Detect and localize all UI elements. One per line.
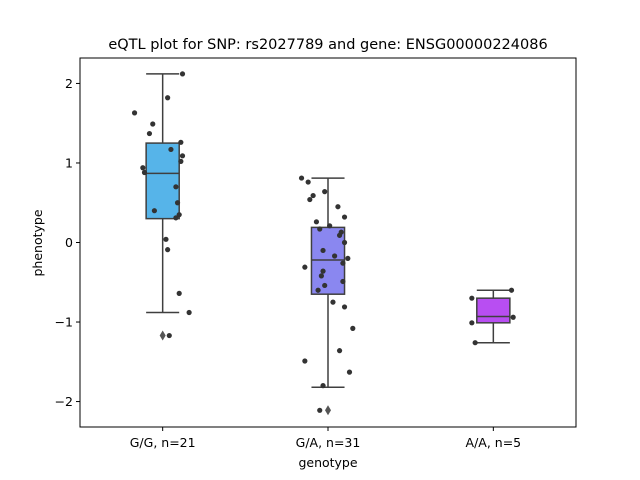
y-tick-label: −1 bbox=[55, 315, 73, 330]
x-axis: G/G, n=21 G/A, n=31 A/A, n=5 bbox=[130, 427, 521, 450]
y-tick-label: −2 bbox=[55, 394, 73, 409]
data-point bbox=[186, 309, 192, 316]
data-point bbox=[318, 273, 324, 279]
data-point bbox=[510, 314, 516, 320]
box-iqr bbox=[476, 297, 511, 324]
data-point bbox=[173, 184, 179, 190]
data-point bbox=[340, 278, 346, 285]
data-point bbox=[315, 287, 321, 293]
data-point bbox=[298, 175, 305, 181]
data-point bbox=[163, 236, 169, 242]
outlier-marker bbox=[325, 405, 331, 416]
data-point bbox=[174, 200, 181, 206]
data-point bbox=[173, 215, 179, 221]
data-point bbox=[341, 214, 348, 220]
data-point bbox=[151, 208, 157, 214]
y-tick-label: 1 bbox=[65, 155, 73, 170]
data-point bbox=[317, 407, 323, 413]
data-point bbox=[341, 239, 348, 246]
data-point bbox=[176, 212, 182, 218]
data-point bbox=[131, 110, 138, 116]
y-tick-label: 2 bbox=[65, 76, 73, 91]
data-point bbox=[165, 95, 171, 101]
outlier-marker bbox=[159, 330, 166, 341]
data-point bbox=[176, 290, 182, 296]
data-point bbox=[332, 253, 338, 259]
data-point bbox=[140, 165, 146, 171]
data-point bbox=[336, 232, 343, 238]
data-point bbox=[322, 282, 328, 289]
data-point bbox=[179, 153, 186, 159]
data-point bbox=[320, 268, 326, 274]
data-point bbox=[166, 332, 172, 339]
data-point bbox=[340, 260, 346, 266]
y-axis-label: phenotype bbox=[30, 209, 45, 276]
y-tick-label: 0 bbox=[65, 235, 73, 250]
data-point bbox=[341, 304, 348, 310]
data-point bbox=[346, 369, 353, 375]
data-point bbox=[305, 179, 311, 185]
data-point bbox=[336, 348, 343, 354]
data-point bbox=[322, 189, 328, 195]
data-point bbox=[469, 295, 475, 301]
data-point bbox=[141, 169, 148, 176]
data-point bbox=[313, 219, 320, 225]
x-tick-label: A/A, n=5 bbox=[466, 435, 522, 450]
data-point bbox=[168, 146, 174, 153]
data-point bbox=[302, 358, 308, 364]
data-point bbox=[317, 226, 323, 232]
data-point bbox=[327, 223, 333, 229]
data-point bbox=[320, 383, 326, 389]
data-point bbox=[178, 139, 184, 145]
data-point bbox=[469, 320, 475, 326]
data-point bbox=[150, 121, 156, 127]
x-tick-label: G/G, n=21 bbox=[130, 435, 196, 450]
points-layer bbox=[131, 71, 516, 413]
data-point bbox=[320, 247, 326, 254]
data-point bbox=[335, 204, 341, 210]
data-point bbox=[330, 299, 336, 305]
x-tick-label: G/A, n=31 bbox=[296, 435, 361, 450]
x-axis-label: genotype bbox=[298, 455, 357, 470]
data-point bbox=[472, 340, 478, 346]
data-point bbox=[350, 325, 356, 331]
data-point bbox=[508, 287, 515, 293]
data-point bbox=[146, 130, 153, 137]
data-point bbox=[345, 255, 351, 262]
boxes-layer bbox=[145, 73, 511, 416]
box-iqr bbox=[145, 142, 180, 220]
data-point bbox=[165, 247, 171, 253]
chart-title: eQTL plot for SNP: rs2027789 and gene: E… bbox=[108, 37, 547, 53]
data-point bbox=[178, 158, 184, 164]
data-point bbox=[307, 196, 313, 203]
data-point bbox=[302, 264, 308, 270]
data-point bbox=[179, 71, 186, 77]
y-axis: −2 −1 0 1 2 bbox=[55, 76, 80, 409]
data-point bbox=[310, 192, 316, 199]
